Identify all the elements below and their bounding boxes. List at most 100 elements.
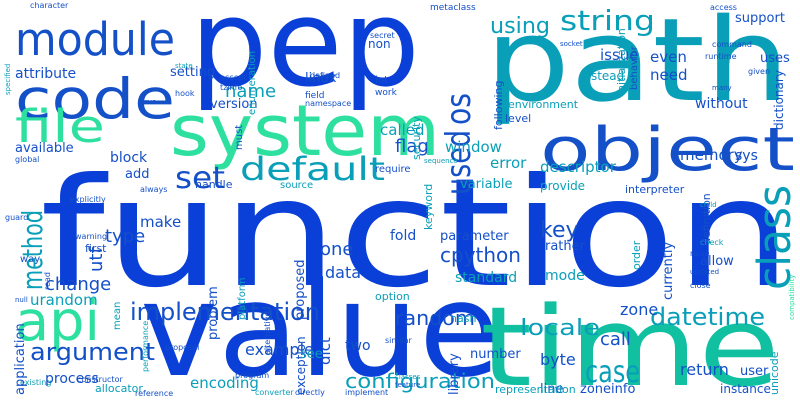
word: metaclass <box>430 3 476 13</box>
word: runtime <box>705 52 737 61</box>
word: user <box>740 364 769 379</box>
word: method <box>16 210 49 290</box>
word: classes <box>395 373 421 381</box>
word: file <box>15 100 105 153</box>
word: order <box>630 240 643 270</box>
word: support <box>735 11 785 26</box>
word: proposal <box>165 343 199 352</box>
word: behavior <box>629 45 640 90</box>
word: configuration <box>345 369 495 393</box>
word: parameter <box>440 229 509 244</box>
word: existing <box>20 378 51 387</box>
word: issue <box>600 46 639 64</box>
word: code <box>15 67 175 131</box>
word: see <box>300 347 323 362</box>
word: socket <box>560 40 583 48</box>
word: following <box>492 81 505 130</box>
word: dictionary <box>772 70 786 130</box>
word: process <box>45 371 99 387</box>
word: close <box>690 281 711 290</box>
word: block <box>110 150 148 166</box>
word: sys <box>735 148 758 164</box>
word: enumeration <box>247 51 258 115</box>
word: explicitly <box>70 195 106 204</box>
word: add <box>125 167 149 182</box>
word: dict <box>316 337 334 365</box>
word: specified <box>4 64 12 95</box>
word: source <box>280 180 313 191</box>
word: value <box>140 254 500 400</box>
word: datetime <box>650 303 765 331</box>
word: api <box>15 289 100 353</box>
word: currently <box>661 241 676 300</box>
word: raise <box>690 249 710 258</box>
word: exception <box>294 336 308 395</box>
word: data <box>325 263 361 282</box>
word: module <box>15 13 175 66</box>
word: first <box>85 242 107 255</box>
word: option <box>375 290 410 303</box>
word: defined <box>310 71 340 80</box>
word: byte <box>540 350 576 369</box>
word: case <box>585 355 640 390</box>
word: without <box>695 96 748 112</box>
word: linux <box>305 71 337 86</box>
word: utf <box>86 247 107 272</box>
word: provide <box>540 179 585 193</box>
word: compatibility <box>788 274 796 320</box>
word: true <box>142 98 156 106</box>
word: allow <box>700 254 734 269</box>
word: standard <box>455 270 517 286</box>
word: int <box>375 75 388 86</box>
word: time <box>480 283 780 400</box>
word: need <box>650 66 688 84</box>
word: alternative <box>263 312 272 355</box>
word: field <box>305 91 324 101</box>
word: memory <box>680 146 743 164</box>
word: many <box>712 84 732 92</box>
word: encoding <box>190 374 259 392</box>
word: return <box>680 360 729 379</box>
word: secret <box>370 31 395 40</box>
word: example <box>245 340 314 359</box>
word: make <box>140 213 181 231</box>
word: pep <box>190 0 420 114</box>
word: urandom <box>30 291 98 309</box>
word: problem <box>206 286 221 340</box>
word: require <box>375 164 411 175</box>
word: change <box>45 274 111 295</box>
word: implement <box>345 388 388 397</box>
word: set <box>175 161 225 196</box>
word: keyword <box>422 184 435 230</box>
word: using <box>490 14 550 39</box>
word: class <box>748 185 800 290</box>
word: implementation <box>130 298 320 326</box>
word: mode <box>545 268 585 284</box>
word: instead <box>580 69 624 83</box>
word: uses <box>760 51 790 66</box>
word: application <box>13 323 28 395</box>
word: fold <box>390 228 416 244</box>
word: available <box>15 141 74 156</box>
word: unicode <box>768 351 781 395</box>
word: accept <box>220 73 247 82</box>
word: allocator <box>95 382 143 395</box>
word: type <box>105 226 145 247</box>
word: argument <box>30 338 155 366</box>
word: directly <box>295 388 325 397</box>
word: reference <box>135 389 173 398</box>
word: non <box>368 37 391 51</box>
word: state <box>175 62 193 70</box>
word: character <box>30 1 69 10</box>
word: variable <box>460 177 512 192</box>
word: guard <box>5 213 28 222</box>
word: function <box>40 147 792 321</box>
word: system <box>170 90 440 172</box>
word: initialization <box>615 28 628 95</box>
word: even <box>650 48 687 66</box>
word: child <box>700 201 717 209</box>
word: mean <box>112 302 123 330</box>
word: warning <box>75 232 107 241</box>
